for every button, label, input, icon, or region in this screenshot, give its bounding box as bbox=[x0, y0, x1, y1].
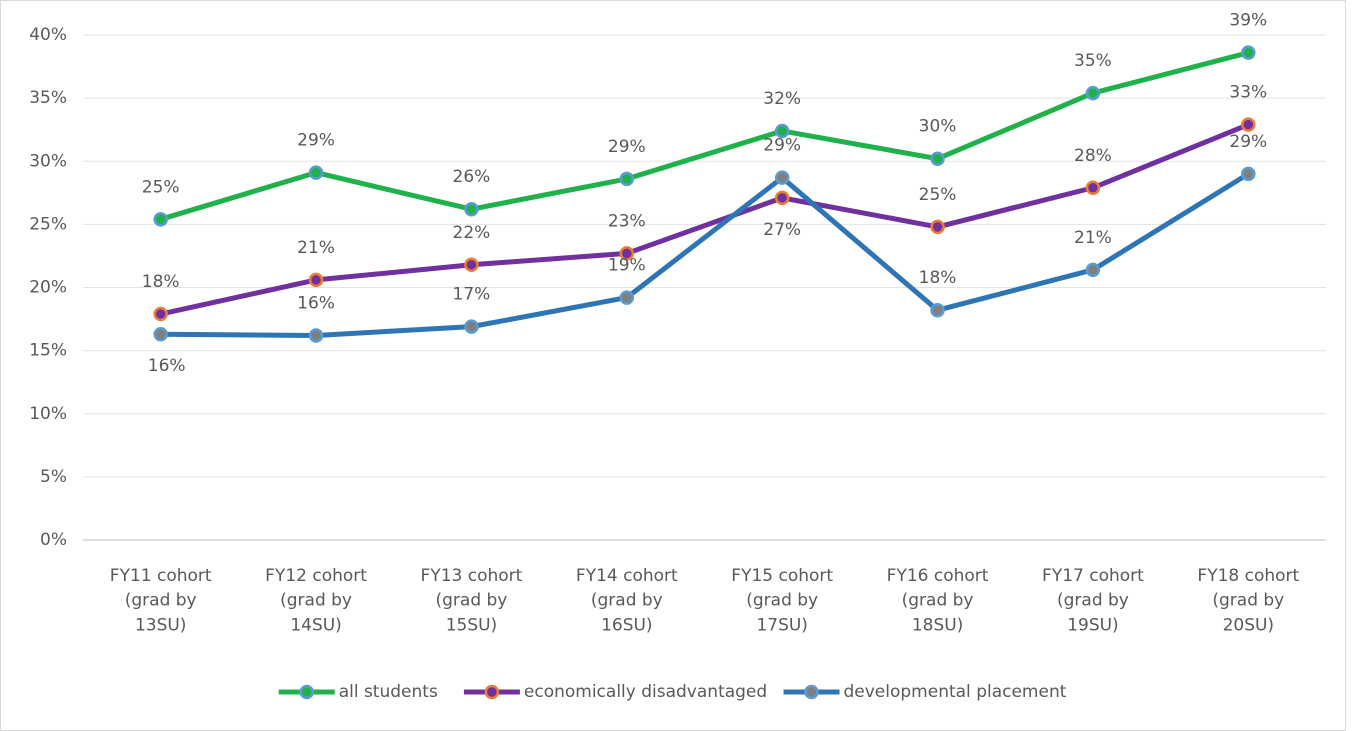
x-tick-label: FY18 cohort (grad by 20SU) bbox=[1197, 566, 1299, 635]
marker bbox=[619, 171, 635, 187]
marker bbox=[464, 319, 479, 334]
marker bbox=[1085, 262, 1101, 278]
y-tick-label: 40% bbox=[29, 25, 67, 45]
legend-marker bbox=[299, 684, 314, 700]
data-label: 22% bbox=[453, 223, 491, 243]
legend-label: economically disadvantaged bbox=[524, 682, 767, 702]
data-label: 25% bbox=[919, 185, 957, 205]
data-label: 18% bbox=[919, 268, 957, 288]
y-tick-label: 35% bbox=[29, 88, 67, 108]
line bbox=[160, 171, 1250, 338]
marker bbox=[308, 272, 324, 288]
x-tick-label: FY15 cohort (grad by 17SU) bbox=[731, 566, 833, 635]
marker bbox=[1241, 117, 1256, 132]
legend-label: all students bbox=[339, 682, 438, 702]
legend-marker bbox=[804, 684, 819, 700]
marker bbox=[774, 170, 790, 185]
marker bbox=[1085, 180, 1101, 196]
marker bbox=[774, 190, 790, 206]
y-tick-label: 15% bbox=[29, 341, 67, 361]
legend-marker bbox=[484, 684, 500, 700]
data-label: 25% bbox=[142, 177, 180, 197]
x-tick-label: FY12 cohort (grad by 14SU) bbox=[265, 566, 367, 635]
marker bbox=[464, 257, 479, 273]
data-label: 27% bbox=[763, 220, 801, 240]
marker bbox=[619, 246, 635, 261]
data-label: 28% bbox=[1074, 146, 1112, 166]
marker bbox=[619, 290, 635, 305]
data-label: 32% bbox=[763, 89, 801, 109]
marker bbox=[930, 219, 945, 235]
data-label: 18% bbox=[142, 272, 180, 292]
marker bbox=[308, 165, 324, 180]
data-label: 21% bbox=[297, 238, 335, 258]
x-tick-label: FY16 cohort (grad by 18SU) bbox=[887, 566, 989, 635]
marker bbox=[774, 123, 790, 139]
legend-label: developmental placement bbox=[844, 682, 1067, 702]
marker bbox=[1085, 85, 1101, 101]
data-label: 29% bbox=[763, 136, 801, 156]
data-label: 16% bbox=[297, 293, 335, 313]
line bbox=[159, 50, 1249, 222]
data-label: 26% bbox=[453, 167, 491, 187]
y-tick-label: 30% bbox=[29, 151, 67, 171]
marker bbox=[153, 326, 168, 342]
data-label: 21% bbox=[1074, 228, 1112, 248]
data-label: 30% bbox=[919, 117, 957, 137]
line bbox=[160, 122, 1250, 317]
marker bbox=[930, 302, 945, 318]
data-label: 33% bbox=[1229, 83, 1267, 103]
x-tick-label: FY11 cohort (grad by 13SU) bbox=[110, 566, 212, 635]
data-label: 19% bbox=[608, 256, 646, 276]
marker bbox=[1241, 45, 1256, 60]
data-label: 29% bbox=[1229, 132, 1267, 152]
data-label: 16% bbox=[148, 356, 186, 376]
x-tick-label: FY13 cohort (grad by 15SU) bbox=[421, 566, 523, 635]
y-tick-label: 20% bbox=[29, 278, 67, 298]
y-tick-label: 10% bbox=[29, 404, 67, 424]
data-label: 35% bbox=[1074, 51, 1112, 71]
marker bbox=[930, 151, 945, 166]
marker bbox=[464, 201, 479, 217]
data-label: 29% bbox=[297, 131, 335, 151]
marker bbox=[308, 328, 324, 343]
y-tick-label: 5% bbox=[40, 467, 67, 487]
x-tick-label: FY17 cohort (grad by 19SU) bbox=[1042, 566, 1144, 635]
y-tick-label: 0% bbox=[40, 530, 67, 550]
marker bbox=[1241, 166, 1256, 182]
x-tick-label: FY14 cohort (grad by 16SU) bbox=[576, 566, 678, 635]
data-label: 23% bbox=[608, 211, 646, 231]
y-tick-label: 25% bbox=[29, 214, 67, 234]
marker bbox=[153, 212, 168, 227]
marker bbox=[153, 306, 168, 322]
data-label: 17% bbox=[453, 285, 491, 305]
data-label: 39% bbox=[1229, 11, 1267, 31]
data-label: 29% bbox=[608, 137, 646, 157]
